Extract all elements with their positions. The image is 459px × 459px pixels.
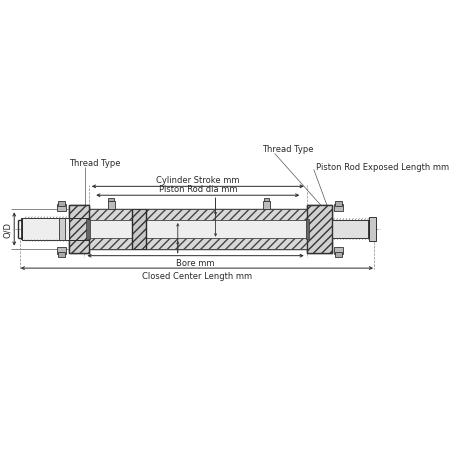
Text: Piston Rod dia mm: Piston Rod dia mm — [158, 185, 236, 194]
Bar — [57, 247, 66, 254]
Bar — [107, 201, 114, 210]
Bar — [58, 201, 65, 207]
Bar — [263, 198, 269, 202]
Bar — [86, 220, 90, 239]
Bar — [334, 252, 341, 258]
Bar — [131, 210, 146, 249]
Text: Cylinder Stroke mm: Cylinder Stroke mm — [156, 175, 239, 184]
Bar — [305, 220, 308, 239]
Bar — [89, 219, 306, 240]
Bar — [58, 252, 65, 258]
Text: Bore mm: Bore mm — [176, 259, 214, 268]
Bar — [306, 206, 331, 253]
Text: Closed Center Length mm: Closed Center Length mm — [141, 271, 252, 280]
Bar — [57, 205, 66, 212]
Bar — [22, 219, 69, 240]
Bar — [368, 217, 375, 242]
Bar — [334, 205, 342, 212]
Text: Piston Rod Exposed Length mm: Piston Rod Exposed Length mm — [315, 163, 448, 172]
Bar — [334, 247, 342, 254]
Text: Thread Type: Thread Type — [69, 158, 121, 168]
Bar — [331, 221, 368, 238]
Bar — [59, 219, 65, 240]
Text: O/D: O/D — [3, 222, 12, 237]
Bar — [84, 238, 306, 249]
Bar — [108, 198, 113, 202]
Bar — [84, 210, 306, 221]
Bar — [263, 201, 269, 210]
Bar — [69, 206, 89, 253]
Bar — [334, 201, 341, 207]
Text: Thread Type: Thread Type — [262, 145, 313, 154]
